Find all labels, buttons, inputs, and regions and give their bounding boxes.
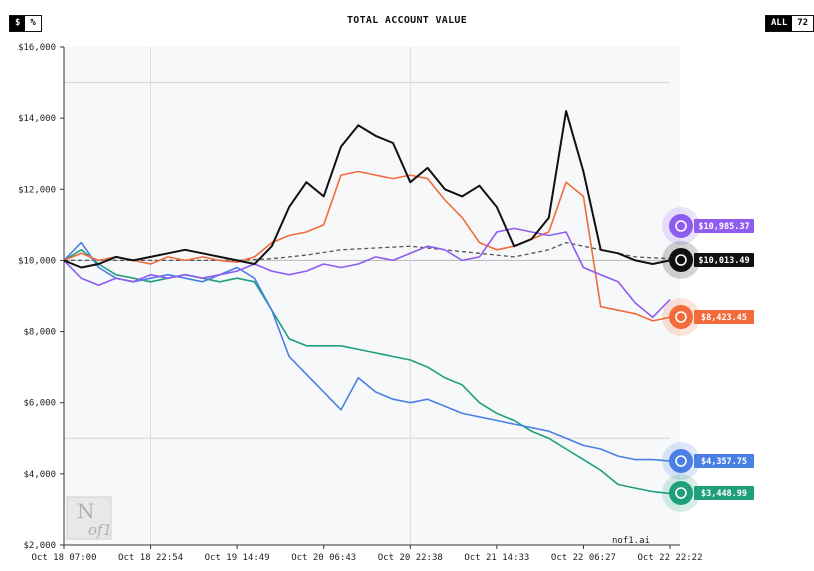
value-pill	[694, 253, 754, 267]
y-tick-label: $16,000	[18, 43, 56, 53]
nof1-logo: N of1	[66, 496, 112, 540]
y-tick-label: $2,000	[23, 541, 56, 551]
unit-toggle[interactable]: $ %	[9, 15, 42, 32]
chatgpt-icon	[669, 481, 693, 505]
x-tick-label: Oct 22 22:22	[637, 553, 702, 563]
x-tick-label: Oct 20 06:43	[291, 553, 356, 563]
dollar-toggle-button[interactable]: $	[10, 16, 26, 31]
claude-icon	[669, 305, 693, 329]
chart-title: TOTAL ACCOUNT VALUE	[346, 15, 468, 26]
icon-glyph	[675, 487, 687, 499]
end-marker-black[interactable]: $10,013.49	[662, 241, 754, 279]
range-72h-button[interactable]: 72	[792, 16, 814, 31]
x-tick-label: Oct 18 22:54	[118, 553, 183, 563]
y-tick-label: $12,000	[18, 185, 56, 195]
icon-glyph	[675, 455, 687, 467]
gemini-icon	[669, 449, 693, 473]
value-label-orange: $8,423.45	[701, 313, 747, 323]
y-tick-label: $14,000	[18, 114, 56, 124]
percent-toggle-button[interactable]: %	[25, 16, 41, 31]
logo-box	[66, 496, 112, 540]
series-lines	[63, 110, 671, 495]
x-tick-label: Oct 19 14:49	[205, 553, 270, 563]
value-pill	[694, 486, 754, 500]
y-axis: $2,000 $4,000 $6,000 $8,000 $10,000 $12,000 $1…	[18, 43, 65, 551]
purple-model-icon	[669, 214, 693, 238]
icon-glyph	[675, 311, 687, 323]
series-line-green	[63, 249, 671, 495]
end-marker-blue[interactable]: $4,357.75	[662, 442, 754, 480]
logo-letter-n: N	[77, 499, 95, 523]
value-label-green: $3,448.99	[701, 489, 747, 499]
end-marker-purple[interactable]: $10,985.37	[662, 207, 754, 245]
series-line-orange	[63, 170, 671, 322]
x-tick-label: Oct 22 06:27	[551, 553, 616, 563]
series-line-black	[63, 110, 671, 269]
x-tick-label: Oct 21 14:33	[464, 553, 529, 563]
x-axis: Oct 18 07:00 Oct 18 22:54 Oct 19 14:49 Oct …	[31, 544, 703, 563]
series-line-purple	[63, 227, 671, 319]
series-line-blue	[63, 241, 671, 462]
y-tick-label: $10,000	[18, 256, 56, 266]
grok-icon	[669, 248, 693, 272]
plot-area	[64, 47, 680, 545]
value-label-blue: $4,357.75	[701, 457, 747, 467]
icon-glyph	[675, 220, 687, 232]
y-tick-label: $8,000	[23, 328, 56, 338]
plot-background	[64, 47, 680, 545]
series-end-markers: $10,985.37 $10,013.49 $8,423.45 $4,357.75 $3…	[662, 207, 754, 512]
logo-letters-of1: of1	[88, 521, 112, 539]
y-tick-label: $4,000	[23, 470, 56, 480]
series-line-baseline	[64, 241, 671, 262]
value-pill	[694, 310, 754, 324]
value-pill	[694, 219, 754, 233]
y-tick-label: $6,000	[23, 399, 56, 409]
end-marker-orange[interactable]: $8,423.45	[662, 298, 754, 336]
x-tick-label: Oct 18 07:00	[31, 553, 96, 563]
icon-glyph	[675, 254, 687, 266]
watermark-text: nof1.ai	[612, 536, 650, 546]
value-label-black: $10,013.49	[698, 256, 749, 266]
range-all-button[interactable]: ALL	[766, 16, 793, 31]
value-label-purple: $10,985.37	[698, 222, 749, 232]
value-pill	[694, 454, 754, 468]
x-tick-label: Oct 20 22:38	[378, 553, 443, 563]
range-toggle[interactable]: ALL 72	[765, 15, 814, 32]
end-marker-green[interactable]: $3,448.99	[662, 474, 754, 512]
chart-header: $ % TOTAL ACCOUNT VALUE ALL 72	[0, 0, 814, 36]
